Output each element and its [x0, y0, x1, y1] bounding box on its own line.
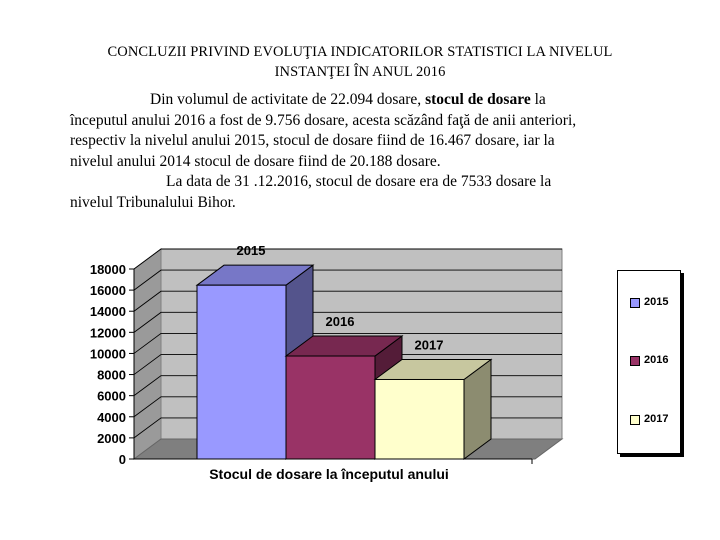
- x-axis-label: Stocul de dosare la începutul anului: [209, 466, 449, 482]
- legend-swatch-2016: [630, 356, 640, 366]
- title-line-1: CONCLUZII PRIVIND EVOLUŢIA INDICATORILOR…: [107, 44, 613, 60]
- gridline: [133, 354, 562, 375]
- p1-bold-text: stocul de dosare: [425, 91, 531, 108]
- data-label-2015: 2015: [237, 243, 266, 258]
- bar-2017: [374, 378, 465, 460]
- p2-line-2: nivelul Tribunalului Bihor.: [70, 193, 236, 211]
- paragraph-2: La data de 31 .12.2016, stocul de dosare…: [70, 172, 670, 213]
- gridline: [133, 290, 562, 312]
- p2-line-1: La data de 31 .12.2016, stocul de dosare…: [166, 173, 552, 190]
- y-tick-label: 8000: [97, 368, 126, 383]
- gridline: [133, 332, 562, 354]
- y-tick-label: 18000: [90, 262, 126, 277]
- p1-text-end: la: [530, 91, 546, 108]
- p1-line-2: începutul anului 2016 a fost de 9.756 do…: [70, 111, 577, 129]
- p1-text-start: Din volumul de activitate de 22.094 dosa…: [150, 91, 426, 108]
- legend-label-2016: 2016: [644, 354, 669, 366]
- legend-swatch-2017: [630, 415, 640, 425]
- y-tick-label: 14000: [90, 304, 126, 319]
- y-tick-label: 10000: [90, 346, 126, 361]
- y-tick-label: 4000: [97, 410, 126, 425]
- p1-line-3: respectiv la nivelul anului 2015, stocul…: [70, 132, 555, 149]
- p1-line-4: nivelul anului 2014 stocul de dosare fii…: [70, 152, 441, 170]
- legend-swatch-2015: [630, 298, 640, 308]
- gridline: [133, 311, 562, 333]
- data-label-2017: 2017: [415, 337, 444, 352]
- summary-text: Din volumul de activitate de 22.094 dosa…: [70, 90, 670, 213]
- gridline: [133, 248, 562, 270]
- y-tick-label: 12000: [90, 325, 126, 340]
- page-title: CONCLUZII PRIVIND EVOLUŢIA INDICATORILOR…: [40, 42, 680, 82]
- gridline: [133, 269, 562, 291]
- legend-label-2017: 2017: [644, 413, 669, 425]
- y-tick-label: 0: [119, 452, 126, 467]
- legend-label-2015: 2015: [644, 296, 669, 308]
- bar-2016: [285, 355, 376, 460]
- bar-2015: [196, 284, 287, 460]
- data-label-2016: 2016: [326, 314, 355, 329]
- title-line-2: INSTANŢEI ÎN ANUL 2016: [274, 64, 446, 80]
- paragraph-1: Din volumul de activitate de 22.094 dosa…: [70, 90, 670, 172]
- y-tick-label: 16000: [90, 283, 126, 298]
- y-tick-label: 2000: [97, 431, 126, 446]
- chart-legend: 2015 2016 2017: [617, 270, 681, 454]
- y-tick-label: 6000: [97, 389, 126, 404]
